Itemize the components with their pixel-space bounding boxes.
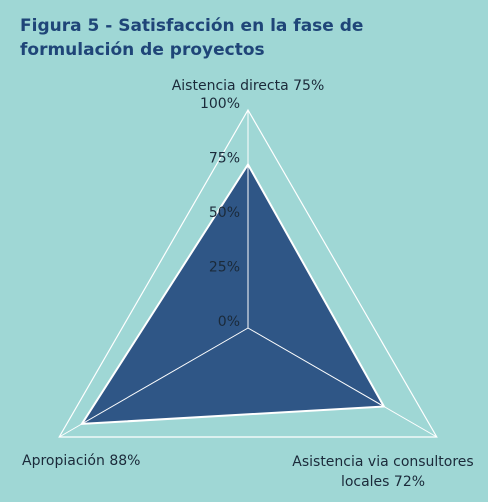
tick-label: 25% [209,260,240,276]
value-label: 88% [109,453,141,469]
tick-label: 100% [200,96,240,112]
category-label: Asistencia via consultores locales [292,454,474,490]
axis-line [247,327,438,438]
axis-label: Asistencia via consultores locales 72% [292,452,474,492]
tick-label: 50% [209,205,240,221]
category-label: Aistencia directa [171,78,289,94]
data-area [79,162,386,426]
axis-label: Aistencia directa 75% [150,78,346,94]
axis-line [58,327,249,438]
tick-label: 0% [218,314,240,330]
value-label: 72% [393,474,426,490]
grid-ring [58,108,438,438]
category-label: Apropiación [22,453,105,469]
value-label: 75% [293,78,325,94]
chart-title: Figura 5 - Satisfacción en la fase de fo… [20,16,364,60]
tick-label: 75% [209,151,240,167]
axis-label: Apropiación 88% [22,453,140,469]
